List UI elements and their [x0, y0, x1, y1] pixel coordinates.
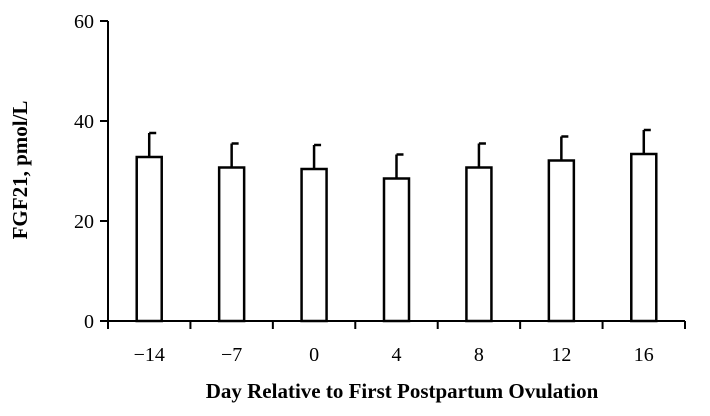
x-axis-title: Day Relative to First Postpartum Ovulati…	[206, 379, 599, 403]
x-tick-label: −14	[134, 344, 165, 366]
x-axis-ticks: −14 −7 0 4 8 12 16	[107, 321, 686, 366]
x-tick-label: 0	[309, 344, 319, 366]
error-bars	[147, 128, 651, 179]
bars	[135, 152, 658, 323]
bar	[217, 166, 246, 323]
x-tick-label: 8	[474, 344, 484, 366]
y-tick-label: 0	[84, 311, 94, 333]
y-axis-ticks: 0 20 40 60	[74, 11, 108, 333]
bar	[300, 167, 328, 323]
x-tick-label: 4	[392, 344, 402, 366]
bar	[465, 166, 493, 323]
x-tick-label: −7	[221, 344, 242, 366]
x-tick-label: 12	[551, 344, 571, 366]
y-axis-title: FGF21, pmol/L	[8, 101, 32, 240]
bar	[630, 152, 658, 323]
bar	[135, 155, 163, 323]
bar	[547, 159, 576, 323]
bar	[382, 177, 411, 323]
y-tick-label: 20	[74, 211, 94, 233]
y-tick-label: 60	[74, 11, 94, 33]
y-tick-label: 40	[74, 111, 94, 133]
x-tick-label: 16	[634, 344, 654, 366]
